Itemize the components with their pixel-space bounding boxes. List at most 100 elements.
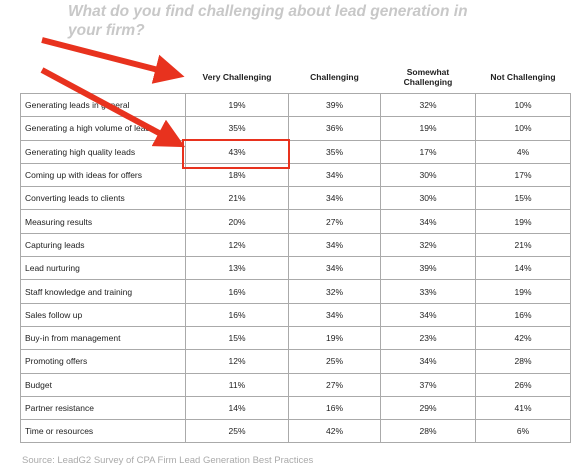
- cell: 34%: [288, 302, 381, 327]
- row-label: Coming up with ideas for offers: [20, 162, 186, 188]
- cell: 35%: [288, 139, 381, 164]
- row-label: Generating leads in general: [20, 92, 186, 118]
- cell: 43%: [185, 139, 289, 164]
- row-label: Partner resistance: [20, 395, 186, 421]
- row-label: Capturing leads: [20, 232, 186, 258]
- cell: 15%: [475, 186, 571, 211]
- cell: 16%: [185, 302, 289, 327]
- table-row: Time or resources 25% 42% 28% 6%: [20, 419, 571, 444]
- cell: 19%: [475, 209, 571, 234]
- cell: 39%: [380, 256, 476, 281]
- row-label: Generating high quality leads: [20, 139, 186, 164]
- cell: 17%: [380, 139, 476, 164]
- header-cell: Somewhat Challenging: [403, 66, 453, 87]
- table-row: Buy-in from management 15% 19% 23% 42%: [20, 325, 571, 351]
- cell: 14%: [475, 256, 571, 281]
- table-row: Measuring results 20% 27% 34% 19%: [20, 209, 571, 234]
- row-label: Buy-in from management: [20, 325, 186, 351]
- cell: 32%: [288, 279, 381, 304]
- header-cell: Not Challenging: [490, 71, 556, 82]
- title: What do you find challenging about lead …: [68, 3, 468, 39]
- cell: 27%: [288, 209, 381, 234]
- table-row: Partner resistance 14% 16% 29% 41%: [20, 395, 571, 421]
- table-row: Converting leads to clients 21% 34% 30% 15%: [20, 186, 571, 211]
- cell: 34%: [288, 162, 381, 188]
- cell: 35%: [185, 116, 289, 141]
- cell: 26%: [475, 372, 571, 397]
- table-row: Coming up with ideas for offers 18% 34% 30%…: [20, 162, 571, 188]
- cell: 15%: [185, 325, 289, 351]
- header-row: Very Challenging Challenging Somewhat Chal…: [21, 60, 571, 94]
- cell: 12%: [185, 232, 289, 258]
- cell: 33%: [380, 279, 476, 304]
- cell: 42%: [288, 419, 381, 444]
- row-label: Converting leads to clients: [20, 186, 186, 211]
- cell: 34%: [288, 232, 381, 258]
- cell: 19%: [475, 279, 571, 304]
- cell: 41%: [475, 395, 571, 421]
- cell: 17%: [475, 162, 571, 188]
- cell: 28%: [475, 349, 571, 374]
- header-cell: [21, 60, 186, 94]
- cell: 11%: [185, 372, 289, 397]
- cell: 21%: [185, 186, 289, 211]
- cell: 36%: [288, 116, 381, 141]
- cell: 10%: [475, 92, 571, 118]
- cell: 30%: [380, 162, 476, 188]
- cell: 30%: [380, 186, 476, 211]
- row-label: Staff knowledge and training: [20, 279, 186, 304]
- header-cell: Very Challenging: [202, 71, 272, 82]
- table-row: Promoting offers 12% 25% 34% 28%: [20, 349, 571, 374]
- cell: 19%: [288, 325, 381, 351]
- cell: 6%: [475, 419, 571, 444]
- table-row: Generating leads in general 19% 39% 32% 10%: [20, 92, 571, 118]
- cell: 25%: [288, 349, 381, 374]
- header-cell: Challenging: [310, 71, 359, 82]
- table-row: Capturing leads 12% 34% 32% 21%: [20, 232, 571, 258]
- cell: 37%: [380, 372, 476, 397]
- table-row: Generating a high volume of leads 35% 36% 1…: [20, 116, 571, 141]
- row-label: Lead nurturing: [20, 256, 186, 281]
- row-label: Generating a high volume of leads: [20, 116, 186, 141]
- cell: 34%: [380, 302, 476, 327]
- cell: 19%: [380, 116, 476, 141]
- source: Source: LeadG2 Survey of CPA Firm Lead G…: [22, 455, 314, 466]
- table-row: Budget 11% 27% 37% 26%: [20, 372, 571, 397]
- cell: 13%: [185, 256, 289, 281]
- cell: 29%: [380, 395, 476, 421]
- row-label: Sales follow up: [20, 302, 186, 327]
- cell: 19%: [185, 92, 289, 118]
- table-row: Lead nurturing 13% 34% 39% 14%: [20, 256, 571, 281]
- row-label: Promoting offers: [20, 349, 186, 374]
- cell: 32%: [380, 92, 476, 118]
- cell: 32%: [380, 232, 476, 258]
- table-row: Staff knowledge and training 16% 32% 33% 19%: [20, 279, 571, 304]
- table: Very Challenging Challenging Somewhat Chal…: [20, 60, 571, 444]
- cell: 12%: [185, 349, 289, 374]
- row-label: Measuring results: [20, 209, 186, 234]
- table-body: Generating leads in general 19% 39% 32% 10% G…: [20, 92, 571, 444]
- cell: 25%: [185, 419, 289, 444]
- cell: 18%: [185, 162, 289, 188]
- cell: 10%: [475, 116, 571, 141]
- cell: 23%: [380, 325, 476, 351]
- cell: 34%: [380, 209, 476, 234]
- cell: 34%: [288, 186, 381, 211]
- cell: 34%: [288, 256, 381, 281]
- cell: 14%: [185, 395, 289, 421]
- cell: 16%: [475, 302, 571, 327]
- row-label: Time or resources: [20, 419, 186, 444]
- cell: 4%: [475, 139, 571, 164]
- cell: 28%: [380, 419, 476, 444]
- cell: 39%: [288, 92, 381, 118]
- cell: 34%: [380, 349, 476, 374]
- table-row: Generating high quality leads 43% 35% 17% 4%: [20, 139, 571, 164]
- cell: 21%: [475, 232, 571, 258]
- cell: 16%: [185, 279, 289, 304]
- table-row: Sales follow up 16% 34% 34% 16%: [20, 302, 571, 327]
- cell: 16%: [288, 395, 381, 421]
- cell: 20%: [185, 209, 289, 234]
- row-label: Budget: [20, 372, 186, 397]
- cell: 42%: [475, 325, 571, 351]
